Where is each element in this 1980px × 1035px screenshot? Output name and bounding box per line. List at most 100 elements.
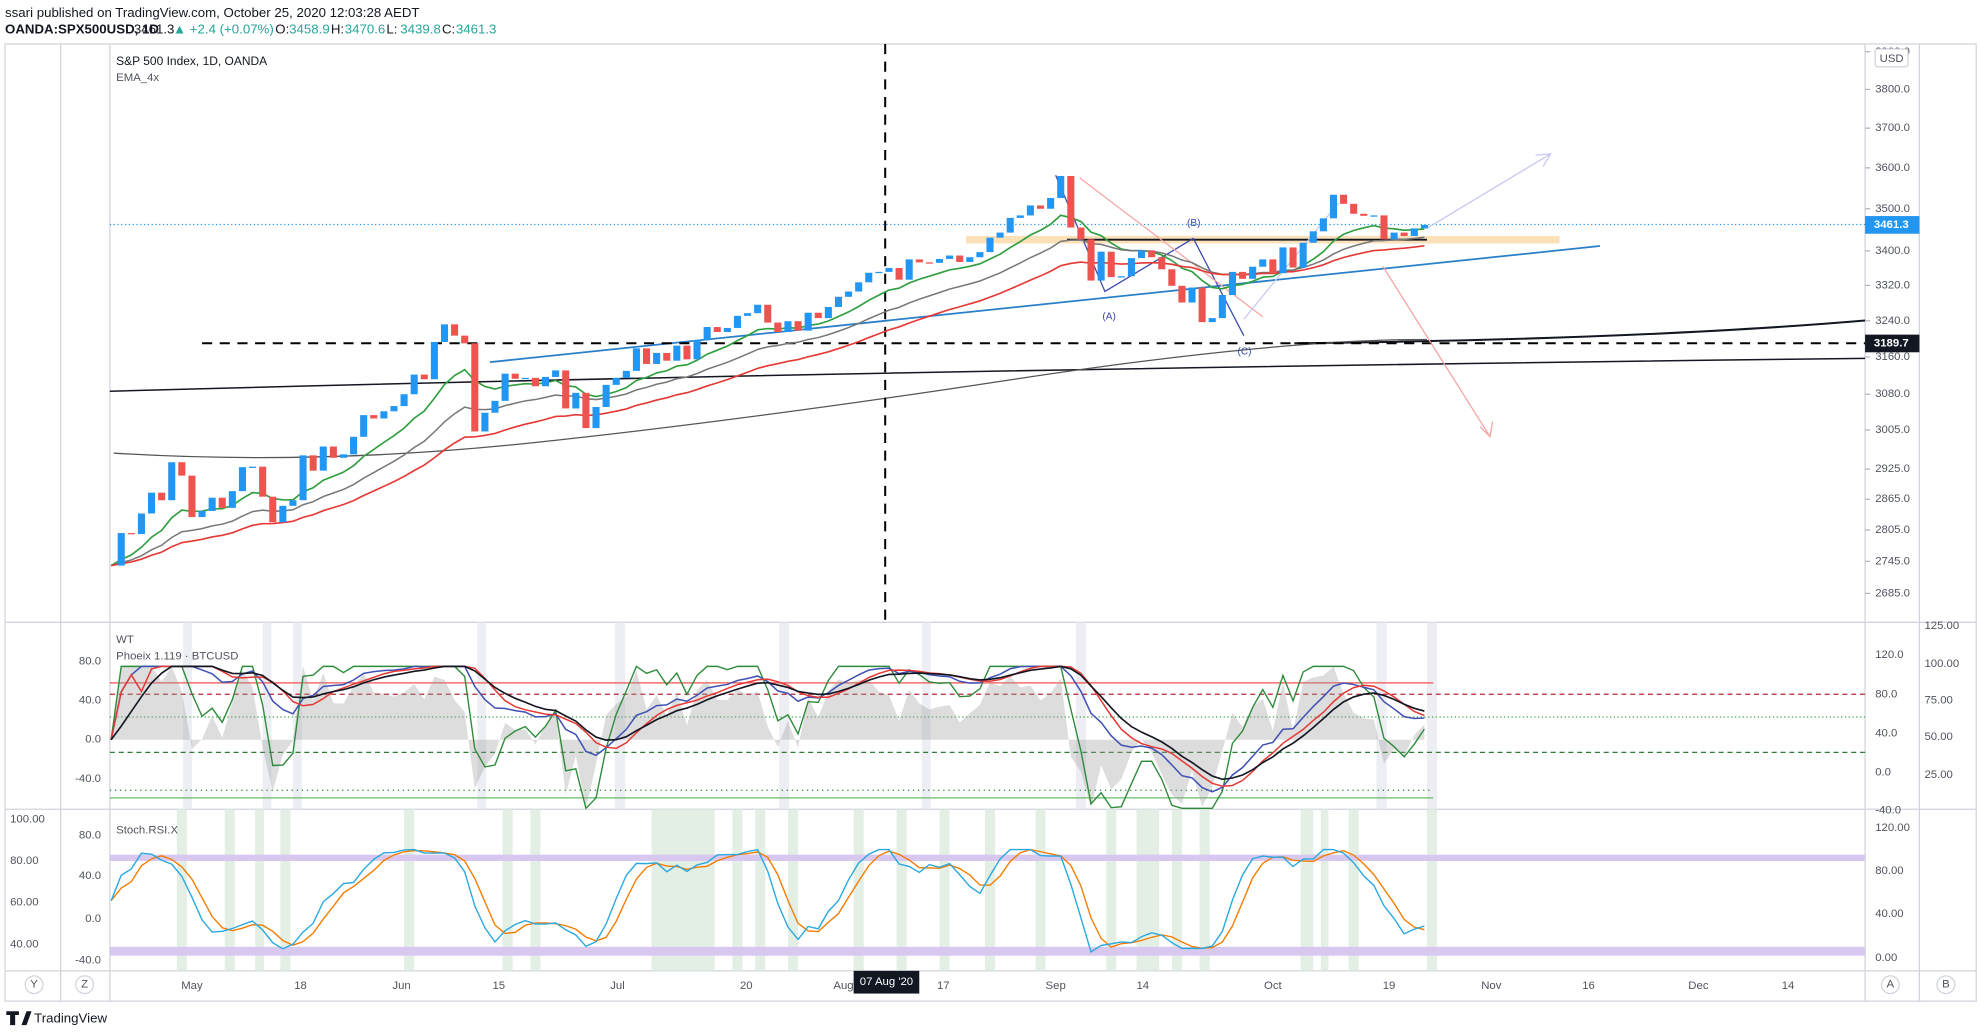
candle bbox=[1390, 232, 1398, 240]
button[interactable] bbox=[24, 975, 44, 995]
candle bbox=[329, 446, 337, 458]
candle bbox=[723, 327, 731, 333]
ohlc-label: H: bbox=[331, 22, 344, 37]
right-outer-tick: 75.00 bbox=[1924, 695, 1952, 707]
candle bbox=[168, 462, 176, 501]
wt-axes: 80.0 40.0 0.0 -40.0 125.00 100.00 75.00 50.00 25… bbox=[75, 620, 1959, 816]
left-outer-tick: 100.00 bbox=[10, 813, 45, 825]
candle bbox=[531, 377, 539, 387]
candle bbox=[1319, 218, 1327, 232]
signal-column bbox=[1348, 809, 1359, 971]
candle bbox=[147, 492, 156, 514]
x-tick-label: Dec bbox=[1688, 980, 1709, 992]
left-outer-tick: 40.00 bbox=[10, 938, 38, 950]
wt-oscillator bbox=[110, 665, 1425, 810]
candle bbox=[653, 352, 661, 364]
x-tick-label: 16 bbox=[1582, 980, 1595, 992]
left-tick: 80.0 bbox=[79, 655, 101, 667]
candle bbox=[1107, 251, 1115, 278]
candle bbox=[845, 291, 853, 297]
button-label[interactable]: Z bbox=[81, 979, 88, 991]
button-label[interactable]: B bbox=[1942, 979, 1950, 991]
signal-column bbox=[280, 809, 291, 971]
candle bbox=[552, 370, 560, 377]
signal-column bbox=[921, 622, 931, 810]
wt-lines bbox=[109, 682, 1866, 799]
candle bbox=[198, 510, 206, 518]
y-tick-label: 2745.0 bbox=[1875, 555, 1910, 567]
ema-slow bbox=[110, 244, 1425, 567]
candle bbox=[1329, 194, 1338, 219]
candle bbox=[865, 272, 873, 283]
button-label[interactable]: Y bbox=[30, 979, 38, 991]
candle bbox=[703, 327, 711, 341]
candle bbox=[249, 466, 257, 468]
pane-title: Stoch.RSI.X bbox=[116, 825, 178, 837]
candle bbox=[1380, 215, 1388, 240]
y-tick-label: 2865.0 bbox=[1875, 493, 1910, 505]
wt-area bbox=[111, 666, 1425, 809]
candle bbox=[804, 312, 812, 331]
candle bbox=[693, 340, 701, 360]
ema-mid bbox=[110, 236, 1425, 567]
signal-column bbox=[984, 809, 996, 971]
signal-column bbox=[779, 622, 790, 810]
candle bbox=[855, 282, 863, 292]
right-inner-tick: 120.0 bbox=[1875, 649, 1903, 661]
left-outer-tick: 60.00 bbox=[10, 897, 38, 909]
button[interactable] bbox=[75, 975, 95, 995]
button[interactable] bbox=[1880, 975, 1900, 995]
candle bbox=[1097, 251, 1105, 281]
indicator-name: EMA_4x bbox=[116, 72, 159, 84]
candle bbox=[521, 377, 529, 380]
candle bbox=[380, 411, 388, 419]
button-label[interactable]: A bbox=[1887, 979, 1895, 991]
candle bbox=[905, 259, 913, 280]
candle bbox=[1269, 259, 1277, 274]
candle bbox=[1148, 250, 1156, 258]
candle bbox=[1178, 285, 1186, 303]
right-outer-tick: 100.00 bbox=[1924, 658, 1959, 670]
y-tick-label: 2805.0 bbox=[1875, 524, 1910, 536]
wt-slow bbox=[110, 665, 1425, 781]
candle bbox=[986, 237, 994, 253]
button[interactable] bbox=[1936, 975, 1956, 995]
candle bbox=[1360, 213, 1368, 216]
signal-column bbox=[176, 809, 187, 971]
y-tick-label: 3500.0 bbox=[1875, 203, 1910, 215]
candle bbox=[279, 505, 287, 523]
x-tick-label: 14 bbox=[1136, 980, 1149, 992]
x-tick-label: Jun bbox=[392, 980, 410, 992]
candle bbox=[1127, 258, 1135, 277]
drawings bbox=[109, 43, 1866, 623]
candle bbox=[1400, 232, 1408, 236]
candle bbox=[1370, 215, 1378, 217]
stoch-rsi bbox=[110, 848, 1425, 953]
stoch-axes: 100.00 80.00 60.00 40.00 80.0 40.0 0.0 -40.0 120… bbox=[10, 813, 1910, 966]
candle bbox=[794, 321, 802, 331]
right-inner-tick: 80.0 bbox=[1875, 688, 1897, 700]
x-tick-label: 14 bbox=[1782, 980, 1795, 992]
candle bbox=[663, 352, 671, 361]
x-tick-label: 20 bbox=[740, 980, 753, 992]
signal-column bbox=[1426, 622, 1438, 810]
signal-column bbox=[404, 809, 415, 971]
candle bbox=[289, 500, 297, 506]
right-outer-tick: 25.00 bbox=[1924, 769, 1952, 781]
time-axis: May 18 Jun 15 Jul 20 Aug 17 Sep 14 Oct 19 Nov 16 Dec 14 bbox=[181, 980, 1794, 992]
trend-line bbox=[489, 245, 1601, 364]
candle bbox=[764, 304, 772, 323]
candle bbox=[562, 370, 570, 409]
candle bbox=[360, 415, 368, 437]
candle bbox=[269, 496, 277, 523]
ohlc-label: C: bbox=[442, 22, 455, 37]
y-tick-label: 3800.0 bbox=[1875, 83, 1910, 95]
publisher: ssari published on TradingView.com, Octo… bbox=[5, 5, 419, 20]
candle bbox=[127, 533, 135, 535]
candle bbox=[208, 497, 216, 511]
candle bbox=[784, 321, 792, 333]
candle bbox=[188, 475, 196, 518]
candle bbox=[1198, 287, 1206, 323]
long-ma bbox=[109, 357, 1866, 392]
candle bbox=[915, 259, 923, 263]
